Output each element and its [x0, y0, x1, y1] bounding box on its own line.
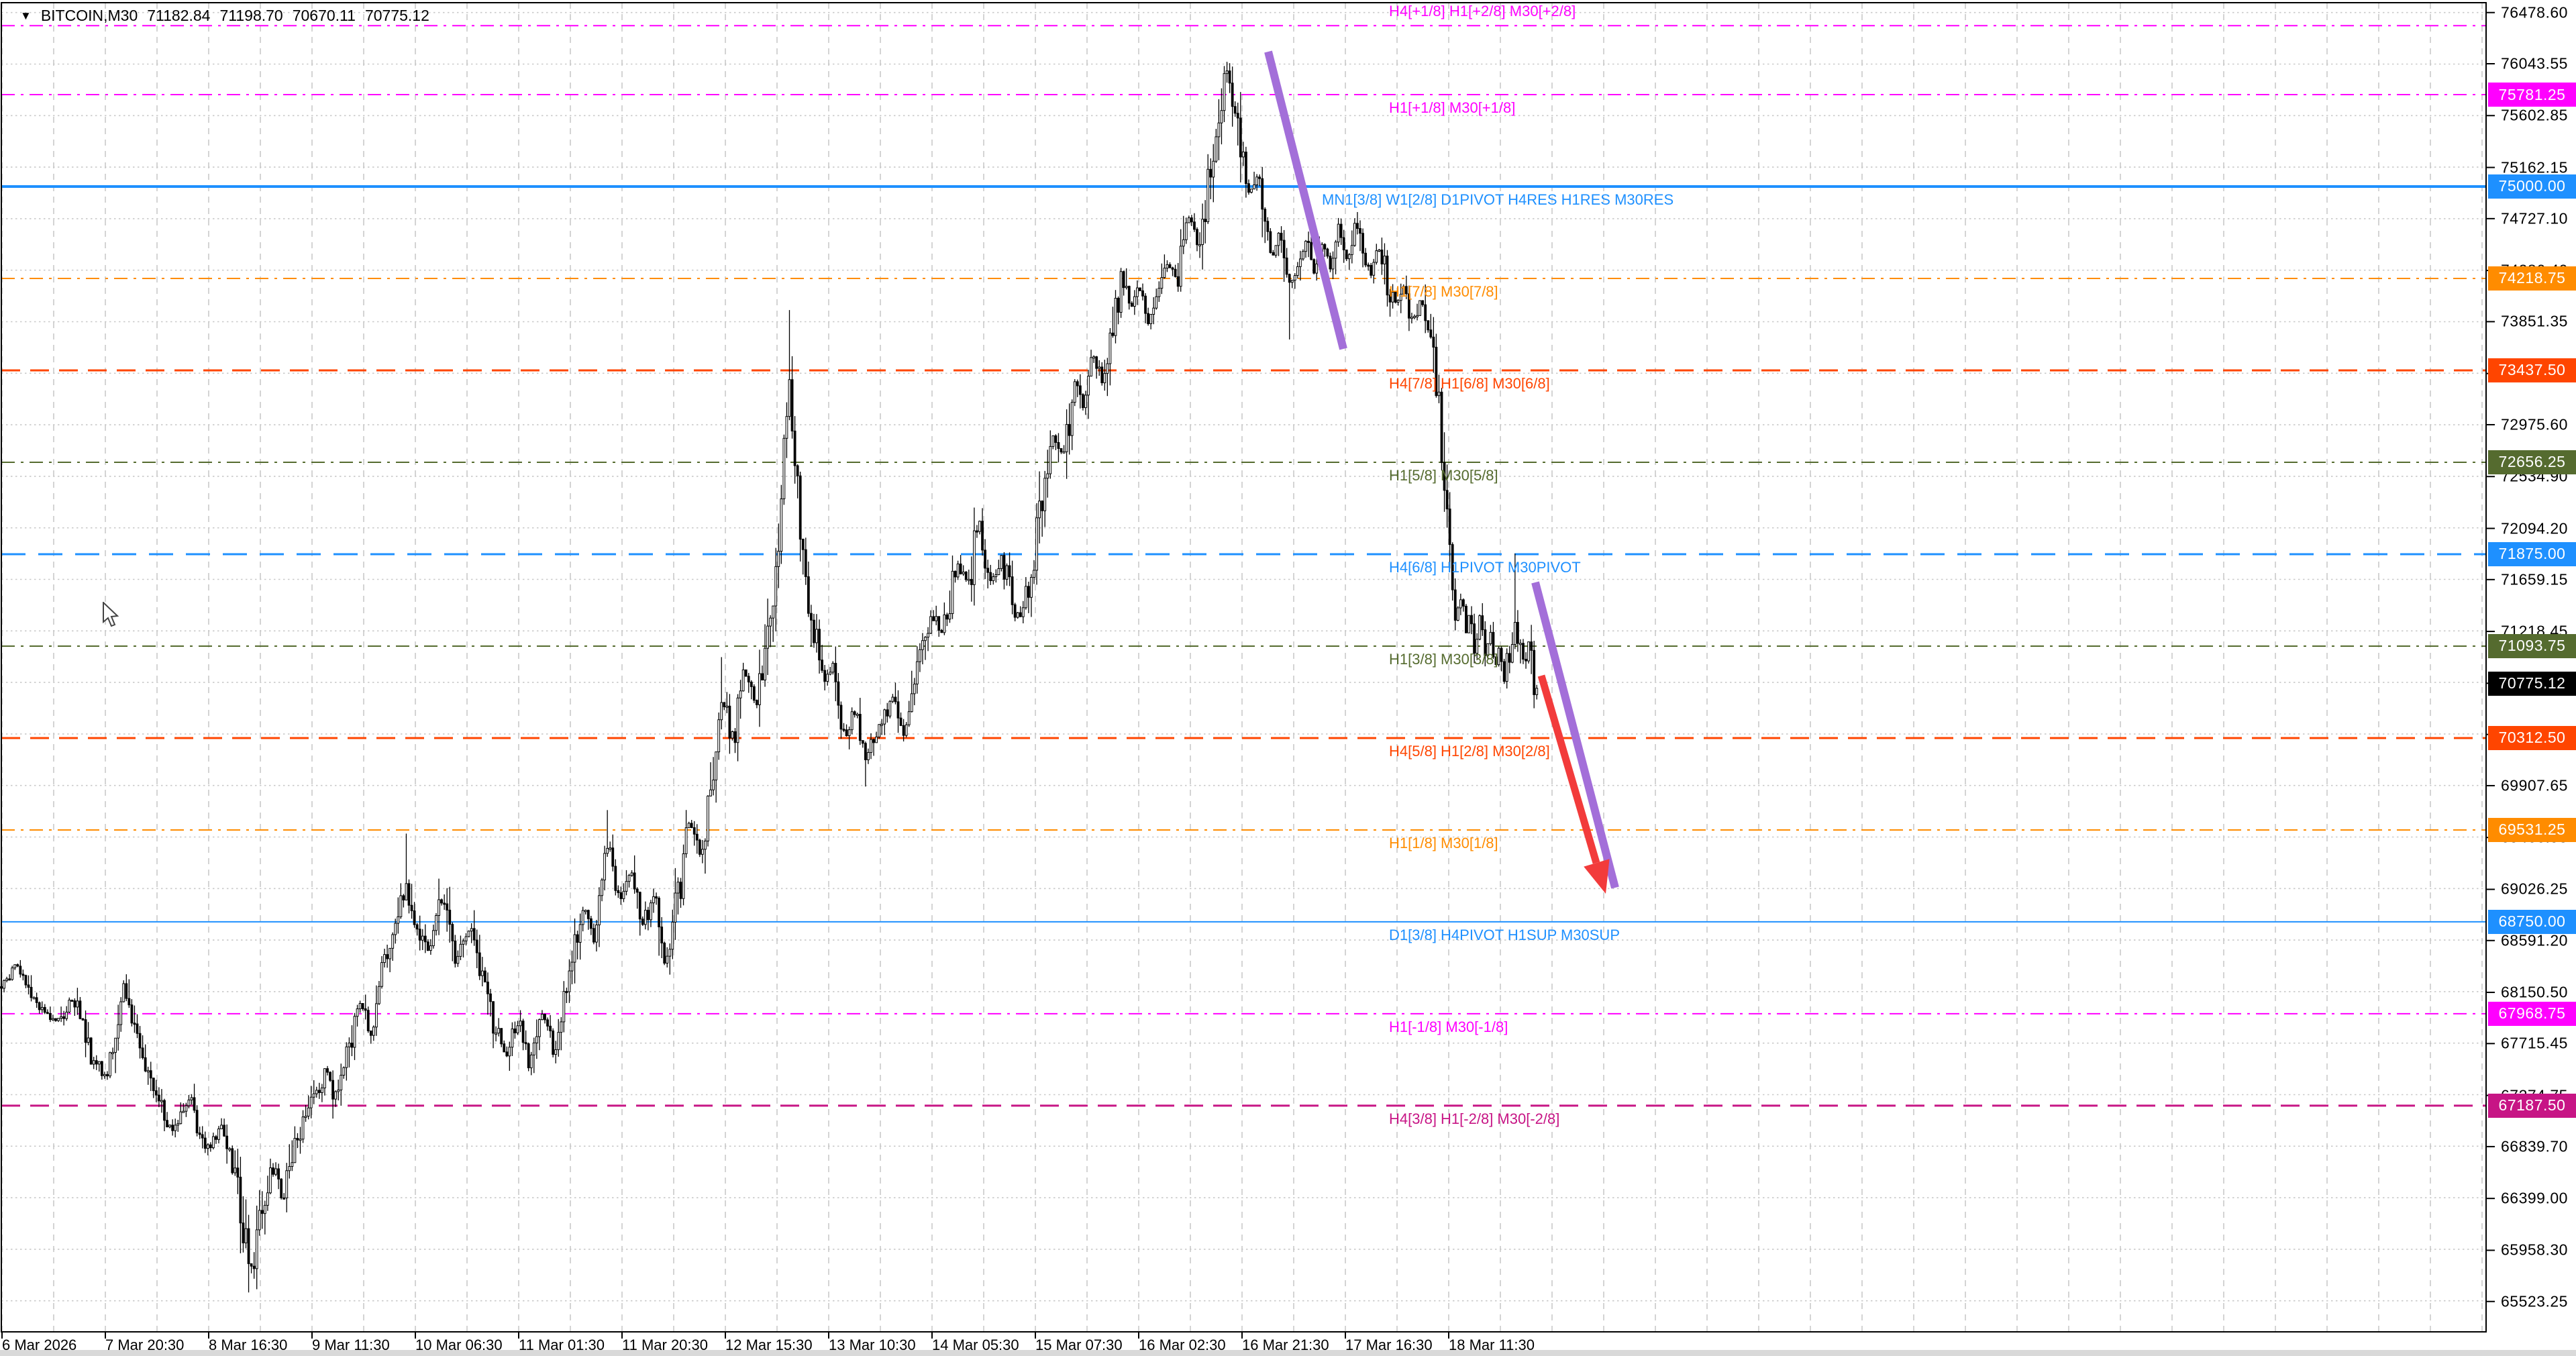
price-axis-tick: 76043.55 [2501, 54, 2568, 72]
price-axis-tick: 76478.60 [2501, 3, 2568, 21]
chart-title-bar: ▼ BITCOIN,M30 71182.84 71198.70 70670.11… [20, 7, 429, 25]
murrey-line-label: H4[5/8] H1[2/8] M30[2/8] [1389, 742, 1550, 760]
price-axis-tick: 72094.20 [2501, 519, 2568, 537]
murrey-line-label: H4[6/8] H1PIVOT M30PIVOT [1389, 558, 1581, 576]
drawn-annotations[interactable] [1264, 50, 1619, 894]
price-axis-tick: 75602.85 [2501, 106, 2568, 124]
price-tag: 75781.25 [2488, 83, 2576, 107]
murrey-line-label: H1[7/8] M30[7/8] [1389, 282, 1498, 300]
price-tag: 73437.50 [2488, 358, 2576, 382]
price-axis-tick: 68591.20 [2501, 931, 2568, 949]
price-axis-tick: 66839.70 [2501, 1137, 2568, 1155]
sell-arrow-head[interactable] [1584, 859, 1610, 894]
chart-frame [1, 2, 2495, 1339]
grid-lines [1, 3, 2486, 1332]
price-axis-tick: 65958.30 [2501, 1241, 2568, 1259]
trendline-down-2[interactable] [1531, 581, 1619, 889]
murrey-line-label: H4[+1/8] H1[+2/8] M30[+2/8] [1389, 3, 1576, 20]
price-tag: 70775.12 [2488, 671, 2576, 696]
price-tag: 68750.00 [2488, 909, 2576, 934]
symbol-collapse-icon[interactable]: ▼ [20, 9, 32, 22]
window-bottom-strip [0, 1350, 2576, 1356]
candles [0, 62, 1539, 1293]
murrey-line-label: H1[1/8] M30[1/8] [1389, 834, 1498, 851]
murrey-line-label: H1[+1/8] M30[+1/8] [1389, 99, 1516, 116]
price-axis-tick: 71659.15 [2501, 570, 2568, 588]
price-axis-tick: 68150.50 [2501, 983, 2568, 1001]
price-axis-tick: 66399.00 [2501, 1189, 2568, 1207]
price-tag: 74218.75 [2488, 266, 2576, 291]
trendline-down-1[interactable] [1264, 50, 1347, 350]
murrey-line-label: H4[7/8] H1[6/8] M30[6/8] [1389, 374, 1550, 392]
price-axis-tick: 67715.45 [2501, 1034, 2568, 1052]
ohlc-high: 71198.70 [219, 7, 283, 24]
price-tag: 70312.50 [2488, 725, 2576, 750]
price-tag: 71875.00 [2488, 541, 2576, 566]
ohlc-close: 70775.12 [364, 7, 429, 24]
murrey-line-label: MN1[3/8] W1[2/8] D1PIVOT H4RES H1RES M30… [1322, 191, 1674, 208]
price-axis-tick: 72975.60 [2501, 415, 2568, 433]
price-axis-tick: 75162.15 [2501, 158, 2568, 176]
murrey-line-label: H1[5/8] M30[5/8] [1389, 466, 1498, 484]
symbol-period: BITCOIN,M30 [40, 7, 138, 24]
price-tag: 72656.25 [2488, 450, 2576, 474]
ohlc-open: 71182.84 [147, 7, 211, 24]
mouse-cursor-icon [103, 602, 119, 627]
price-tag: 71093.75 [2488, 633, 2576, 658]
price-axis-tick: 74727.10 [2501, 209, 2568, 227]
price-axis-tick: 65523.25 [2501, 1292, 2568, 1310]
murrey-line-label: H4[3/8] H1[-2/8] M30[-2/8] [1389, 1110, 1560, 1127]
murrey-level-lines [1, 25, 2486, 1107]
price-tag: 67187.50 [2488, 1093, 2576, 1118]
murrey-line-label: D1[3/8] H4PIVOT H1SUP M30SUP [1389, 926, 1620, 943]
sell-arrow[interactable] [1537, 674, 1600, 864]
murrey-line-label: H1[-1/8] M30[-1/8] [1389, 1018, 1508, 1035]
price-tag: 69531.25 [2488, 817, 2576, 842]
price-tag: 67968.75 [2488, 1001, 2576, 1026]
price-axis-tick: 69907.65 [2501, 776, 2568, 794]
murrey-line-label: H1[3/8] M30[3/8] [1389, 650, 1498, 668]
price-axis-tick: 69026.25 [2501, 880, 2568, 898]
price-tag: 75000.00 [2488, 174, 2576, 199]
price-axis-tick: 73851.35 [2501, 312, 2568, 330]
ohlc-low: 70670.11 [292, 7, 356, 24]
